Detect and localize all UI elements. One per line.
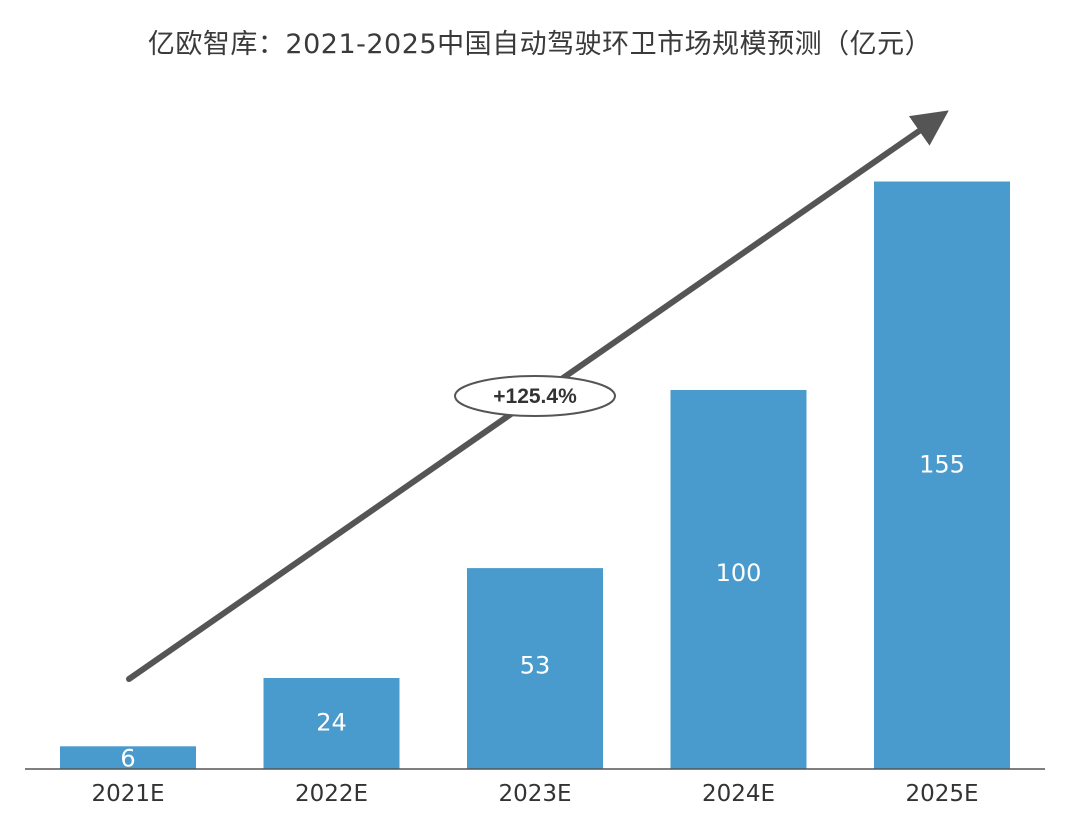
chart-title: 亿欧智库：2021-2025中国自动驾驶环卫市场规模预测（亿元） (147, 29, 933, 60)
x-tick-label-2023E: 2023E (498, 781, 571, 807)
x-tick-label-2025E: 2025E (905, 781, 978, 807)
bar-2021E (60, 746, 196, 769)
bar-2023E (467, 568, 603, 769)
bar-2024E (670, 390, 807, 769)
bars-layer: 6 24 53 100 155 (60, 181, 1010, 773)
bar-2025E (874, 181, 1010, 769)
bar-value-label-2025E: 155 (919, 451, 965, 479)
bar-value-label-2024E: 100 (716, 559, 762, 587)
x-tick-label-2024E: 2024E (702, 781, 775, 807)
x-axis-ticks: 2021E 2022E 2023E 2024E 2025E (91, 781, 978, 807)
x-tick-label-2021E: 2021E (91, 781, 164, 807)
x-tick-label-2022E: 2022E (295, 781, 368, 807)
bar-value-label-2022E: 24 (316, 709, 347, 737)
growth-badge: +125.4% (454, 375, 616, 417)
growth-rate-label: +125.4% (493, 385, 577, 408)
bar-value-label-2023E: 53 (520, 652, 551, 680)
bar-2022E (263, 678, 400, 769)
growth-badge-ellipse (454, 375, 616, 417)
bar-value-label-2021E: 6 (120, 745, 135, 773)
